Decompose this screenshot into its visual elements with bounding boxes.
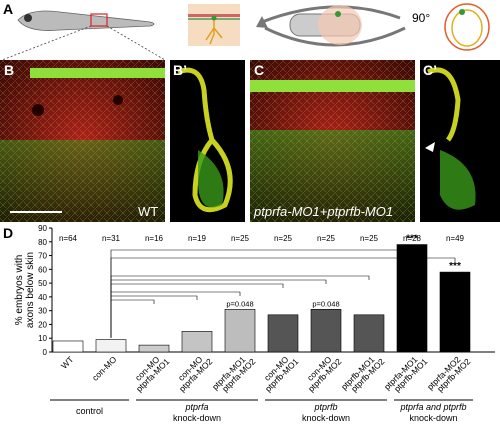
annotation: p=0.048 — [312, 299, 339, 308]
group-label: knock-down — [173, 413, 221, 423]
n-label: n=25 — [317, 234, 336, 243]
comparison-bracket — [110, 291, 241, 338]
y-tick-label: 10 — [38, 334, 47, 343]
n-label: n=25 — [360, 234, 379, 243]
n-label: n=19 — [188, 234, 207, 243]
annotation: p=0.048 — [226, 299, 253, 308]
y-axis-label: % embryos with — [14, 255, 25, 326]
panel-label: C’ — [423, 62, 437, 78]
y-tick-label: 70 — [38, 252, 47, 261]
bar — [396, 244, 428, 353]
comparison-bracket — [110, 257, 456, 338]
bar — [267, 314, 299, 353]
group-label: knock-down — [409, 413, 457, 423]
x-tick-label: con-MO — [90, 354, 119, 383]
diagram-cross-section — [444, 3, 490, 51]
image-c — [250, 60, 415, 222]
diagram-rotation: 90° — [256, 5, 430, 47]
y-tick-label: 40 — [38, 293, 47, 302]
comparison-bracket — [110, 299, 155, 338]
bar — [95, 339, 127, 353]
image-b — [0, 60, 165, 222]
n-label: n=49 — [446, 234, 465, 243]
annotation: *** — [406, 234, 418, 245]
y-tick-label: 30 — [38, 307, 47, 316]
image-label: ptprfa-MO1+ptprfb-MO1 — [253, 204, 393, 219]
bar — [181, 331, 213, 353]
y-tick-label: 60 — [38, 265, 47, 274]
y-tick-label: 0 — [43, 348, 48, 357]
image-label: WT — [138, 204, 158, 219]
rotation-label: 90° — [412, 11, 430, 25]
panel-label: A — [3, 1, 13, 17]
y-tick-label: 90 — [38, 224, 47, 233]
image-b-prime — [170, 60, 245, 222]
n-label: n=31 — [102, 234, 121, 243]
bar — [224, 308, 256, 353]
group-label: knock-down — [302, 413, 350, 423]
fish-image — [1, 10, 166, 61]
group-label: ptprfa — [184, 402, 208, 412]
y-axis-label: axons below skin — [25, 252, 36, 328]
n-label: n=25 — [231, 234, 250, 243]
annotation: *** — [449, 261, 461, 272]
group-label: control — [76, 406, 103, 416]
n-label: n=64 — [59, 234, 78, 243]
panel-label: C — [254, 62, 264, 78]
diagram-section — [188, 4, 240, 46]
n-label: n=25 — [274, 234, 293, 243]
n-label: n=28 — [403, 234, 422, 243]
y-tick-label: 50 — [38, 279, 47, 288]
bar — [52, 340, 84, 353]
bar — [353, 314, 385, 353]
bar — [439, 271, 471, 353]
panel-label: B’ — [173, 62, 187, 78]
group-label: ptprfa and ptprfb — [399, 402, 466, 412]
panel-label: B — [4, 62, 14, 78]
panel-label: D — [3, 225, 13, 241]
group-label: ptprfb — [313, 402, 337, 412]
y-tick-label: 80 — [38, 238, 47, 247]
y-tick-label: 20 — [38, 320, 47, 329]
bar — [138, 344, 170, 353]
n-label: n=16 — [145, 234, 164, 243]
bar — [310, 308, 342, 353]
x-tick-label: WT — [59, 354, 75, 370]
image-c-prime — [420, 60, 500, 222]
